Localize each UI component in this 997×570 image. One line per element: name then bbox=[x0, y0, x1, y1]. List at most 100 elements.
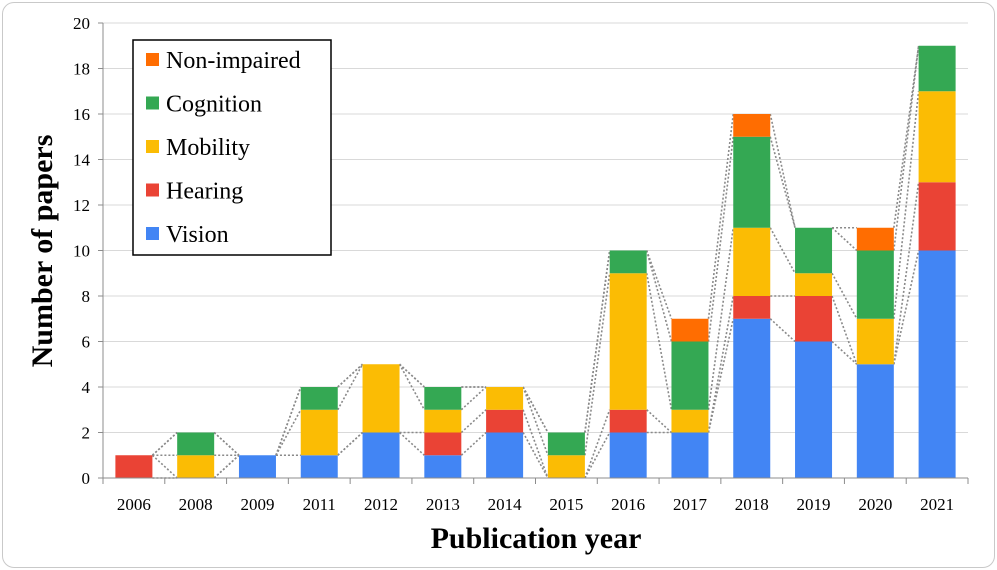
connector-line bbox=[398, 363, 426, 411]
connector-line bbox=[707, 136, 735, 342]
connector-line bbox=[707, 295, 735, 433]
connector-line bbox=[151, 454, 178, 479]
x-tick-label: 2006 bbox=[117, 495, 151, 514]
legend-swatch-hearing bbox=[146, 183, 159, 197]
connector-line bbox=[831, 340, 858, 365]
legend-swatch-vision bbox=[146, 227, 159, 240]
connector-line bbox=[707, 318, 735, 433]
y-tick-label: 16 bbox=[73, 105, 90, 124]
bar-mobility-2018 bbox=[733, 227, 771, 296]
bar-cognition-2021 bbox=[918, 45, 956, 92]
connector-line bbox=[213, 431, 240, 456]
connector-line bbox=[769, 113, 796, 228]
y-tick-label: 0 bbox=[82, 469, 91, 488]
connector-line bbox=[337, 431, 364, 456]
y-tick-label: 14 bbox=[73, 151, 91, 170]
connector-line bbox=[522, 386, 549, 456]
bar-vision-2020 bbox=[856, 364, 894, 478]
connector-line bbox=[522, 409, 549, 479]
connector-line bbox=[584, 409, 611, 479]
bar-cognition-2018 bbox=[733, 136, 771, 228]
legend: Non-impaired Cognition Mobility Hearing Visi… bbox=[132, 39, 332, 256]
x-axis-title: Publication year bbox=[431, 522, 642, 555]
bar-hearing-2016 bbox=[609, 409, 647, 433]
bar-hearing-2013 bbox=[424, 432, 462, 456]
bar-mobility-2011 bbox=[300, 409, 338, 456]
x-tick-label: 2019 bbox=[797, 495, 831, 514]
bar-non-impaired-2018 bbox=[733, 114, 771, 137]
connector-line bbox=[522, 432, 549, 479]
bar-vision-2021 bbox=[918, 250, 956, 478]
connector-line bbox=[769, 227, 796, 274]
legend-swatch-mobility bbox=[146, 140, 159, 153]
y-tick-label: 8 bbox=[82, 287, 91, 306]
x-tick-label: 2018 bbox=[735, 495, 769, 514]
bar-mobility-2020 bbox=[856, 318, 894, 365]
bar-vision-2011 bbox=[300, 455, 338, 478]
bar-mobility-2016 bbox=[609, 273, 647, 410]
connector-line bbox=[831, 295, 858, 365]
bar-mobility-2019 bbox=[795, 273, 833, 296]
connector-line bbox=[646, 409, 673, 434]
connector-line bbox=[893, 250, 920, 365]
connector-line bbox=[460, 431, 487, 456]
x-tick-label: 2008 bbox=[179, 495, 213, 514]
connector-line bbox=[398, 363, 425, 388]
connector-line bbox=[645, 250, 673, 320]
connector-line bbox=[584, 432, 611, 479]
axes bbox=[98, 22, 969, 484]
y-tick-label: 6 bbox=[82, 333, 91, 352]
x-tick-label: 2021 bbox=[920, 495, 954, 514]
connector-line bbox=[275, 409, 302, 456]
y-tick-label: 2 bbox=[82, 424, 91, 443]
x-tick-label: 2011 bbox=[303, 495, 336, 514]
connector-line bbox=[275, 386, 302, 456]
bar-mobility-2013 bbox=[424, 409, 462, 433]
x-tick-label: 2009 bbox=[240, 495, 274, 514]
y-tick-label: 4 bbox=[82, 378, 91, 397]
bar-cognition-2017 bbox=[671, 341, 709, 410]
x-tick-label: 2013 bbox=[426, 495, 460, 514]
connector-lines bbox=[151, 45, 920, 479]
x-tick-label: 2014 bbox=[488, 495, 523, 514]
bar-cognition-2013 bbox=[424, 387, 462, 410]
connector-line bbox=[893, 45, 920, 228]
bar-cognition-2011 bbox=[300, 387, 338, 410]
connector-line bbox=[213, 454, 240, 479]
bar-hearing-2014 bbox=[486, 409, 524, 433]
x-tick-label: 2017 bbox=[673, 495, 708, 514]
bar-vision-2016 bbox=[609, 432, 647, 478]
legend-label-vision: Vision bbox=[166, 222, 229, 248]
legend-label-mobility: Mobility bbox=[166, 135, 250, 161]
bar-cognition-2008 bbox=[177, 432, 215, 456]
connector-line bbox=[707, 227, 735, 410]
x-tick-label: 2015 bbox=[549, 495, 583, 514]
connector-line bbox=[769, 318, 796, 343]
x-tick-label: 2012 bbox=[364, 495, 398, 514]
bar-cognition-2016 bbox=[609, 250, 647, 274]
x-tick-label: 2016 bbox=[611, 495, 645, 514]
y-tick-label: 20 bbox=[73, 14, 90, 33]
bar-vision-2009 bbox=[238, 455, 276, 478]
connector-line bbox=[151, 431, 178, 456]
legend-swatch-non-impaired bbox=[146, 53, 159, 66]
connector-line bbox=[831, 272, 858, 320]
bar-non-impaired-2017 bbox=[671, 318, 709, 342]
legend-label-hearing: Hearing bbox=[166, 179, 243, 205]
y-tick-label: 10 bbox=[73, 242, 90, 261]
connector-line bbox=[460, 409, 487, 434]
connector-line bbox=[398, 431, 425, 456]
bar-hearing-2018 bbox=[733, 296, 771, 319]
bar-vision-2019 bbox=[795, 341, 833, 478]
y-tick-label: 18 bbox=[73, 60, 90, 79]
bars bbox=[115, 45, 956, 478]
legend-label-non-impaired: Non-impaired bbox=[166, 48, 301, 74]
bar-hearing-2006 bbox=[115, 455, 153, 478]
connector-line bbox=[893, 182, 920, 365]
legend-box bbox=[132, 39, 332, 256]
connector-line bbox=[831, 227, 858, 252]
connector-line bbox=[584, 250, 611, 433]
bar-mobility-2008 bbox=[177, 455, 215, 478]
bar-mobility-2012 bbox=[362, 364, 400, 433]
